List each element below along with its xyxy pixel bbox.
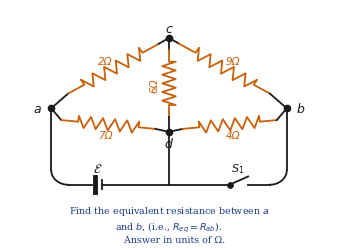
Text: 6Ω: 6Ω <box>149 78 159 93</box>
Text: Find the equivalent resistance between $a$: Find the equivalent resistance between $… <box>69 204 269 217</box>
Text: $a$: $a$ <box>33 102 42 116</box>
Text: $c$: $c$ <box>165 23 173 36</box>
Text: 9Ω: 9Ω <box>226 57 240 67</box>
Text: $S_1$: $S_1$ <box>231 162 245 176</box>
Text: and $b$, (i.e., $R_{eq} = R_{ab}$).: and $b$, (i.e., $R_{eq} = R_{ab}$). <box>115 220 223 234</box>
Text: 2Ω: 2Ω <box>98 57 112 67</box>
Text: 4Ω: 4Ω <box>226 130 240 140</box>
Text: 7Ω: 7Ω <box>98 130 112 140</box>
Text: Answer in units of Ω.: Answer in units of Ω. <box>112 235 226 244</box>
Text: $d$: $d$ <box>164 136 174 150</box>
Text: $\mathcal{E}$: $\mathcal{E}$ <box>93 162 102 175</box>
Text: $b$: $b$ <box>296 102 306 116</box>
